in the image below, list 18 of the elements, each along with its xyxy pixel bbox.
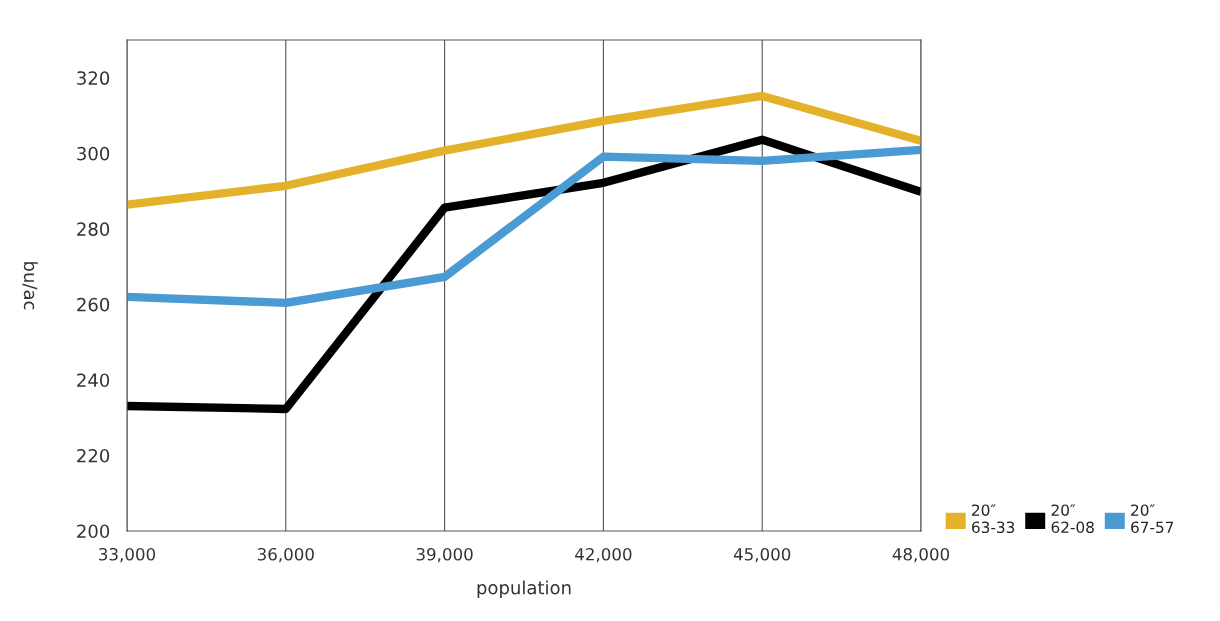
y-tick-label: 300 (77, 146, 110, 161)
y-tick-label: 320 (77, 71, 110, 85)
legend-label: 20″ 63-33 (972, 504, 1015, 534)
legend-label: 20″ 62-08 (1051, 504, 1094, 534)
y-tick-label: 260 (77, 297, 110, 312)
y-tick-label: 240 (77, 373, 110, 388)
x-tick-label: 39,000 (416, 547, 473, 563)
x-tick-label: 45,000 (733, 547, 791, 563)
x-tick-label: 36,000 (257, 547, 314, 563)
y-tick-label: 280 (77, 222, 110, 236)
x-tick-label: 42,000 (575, 547, 632, 563)
x-axis-title: population (477, 580, 571, 598)
y-tick-label: 200 (77, 524, 110, 539)
y-axis-title: bu/ac (22, 262, 38, 310)
x-tick-label: 33,000 (99, 547, 156, 563)
y-tick-label: 220 (77, 448, 110, 463)
legend-label: 20″ 67-57 (1131, 504, 1174, 534)
x-tick-label: 48,000 (892, 547, 950, 563)
